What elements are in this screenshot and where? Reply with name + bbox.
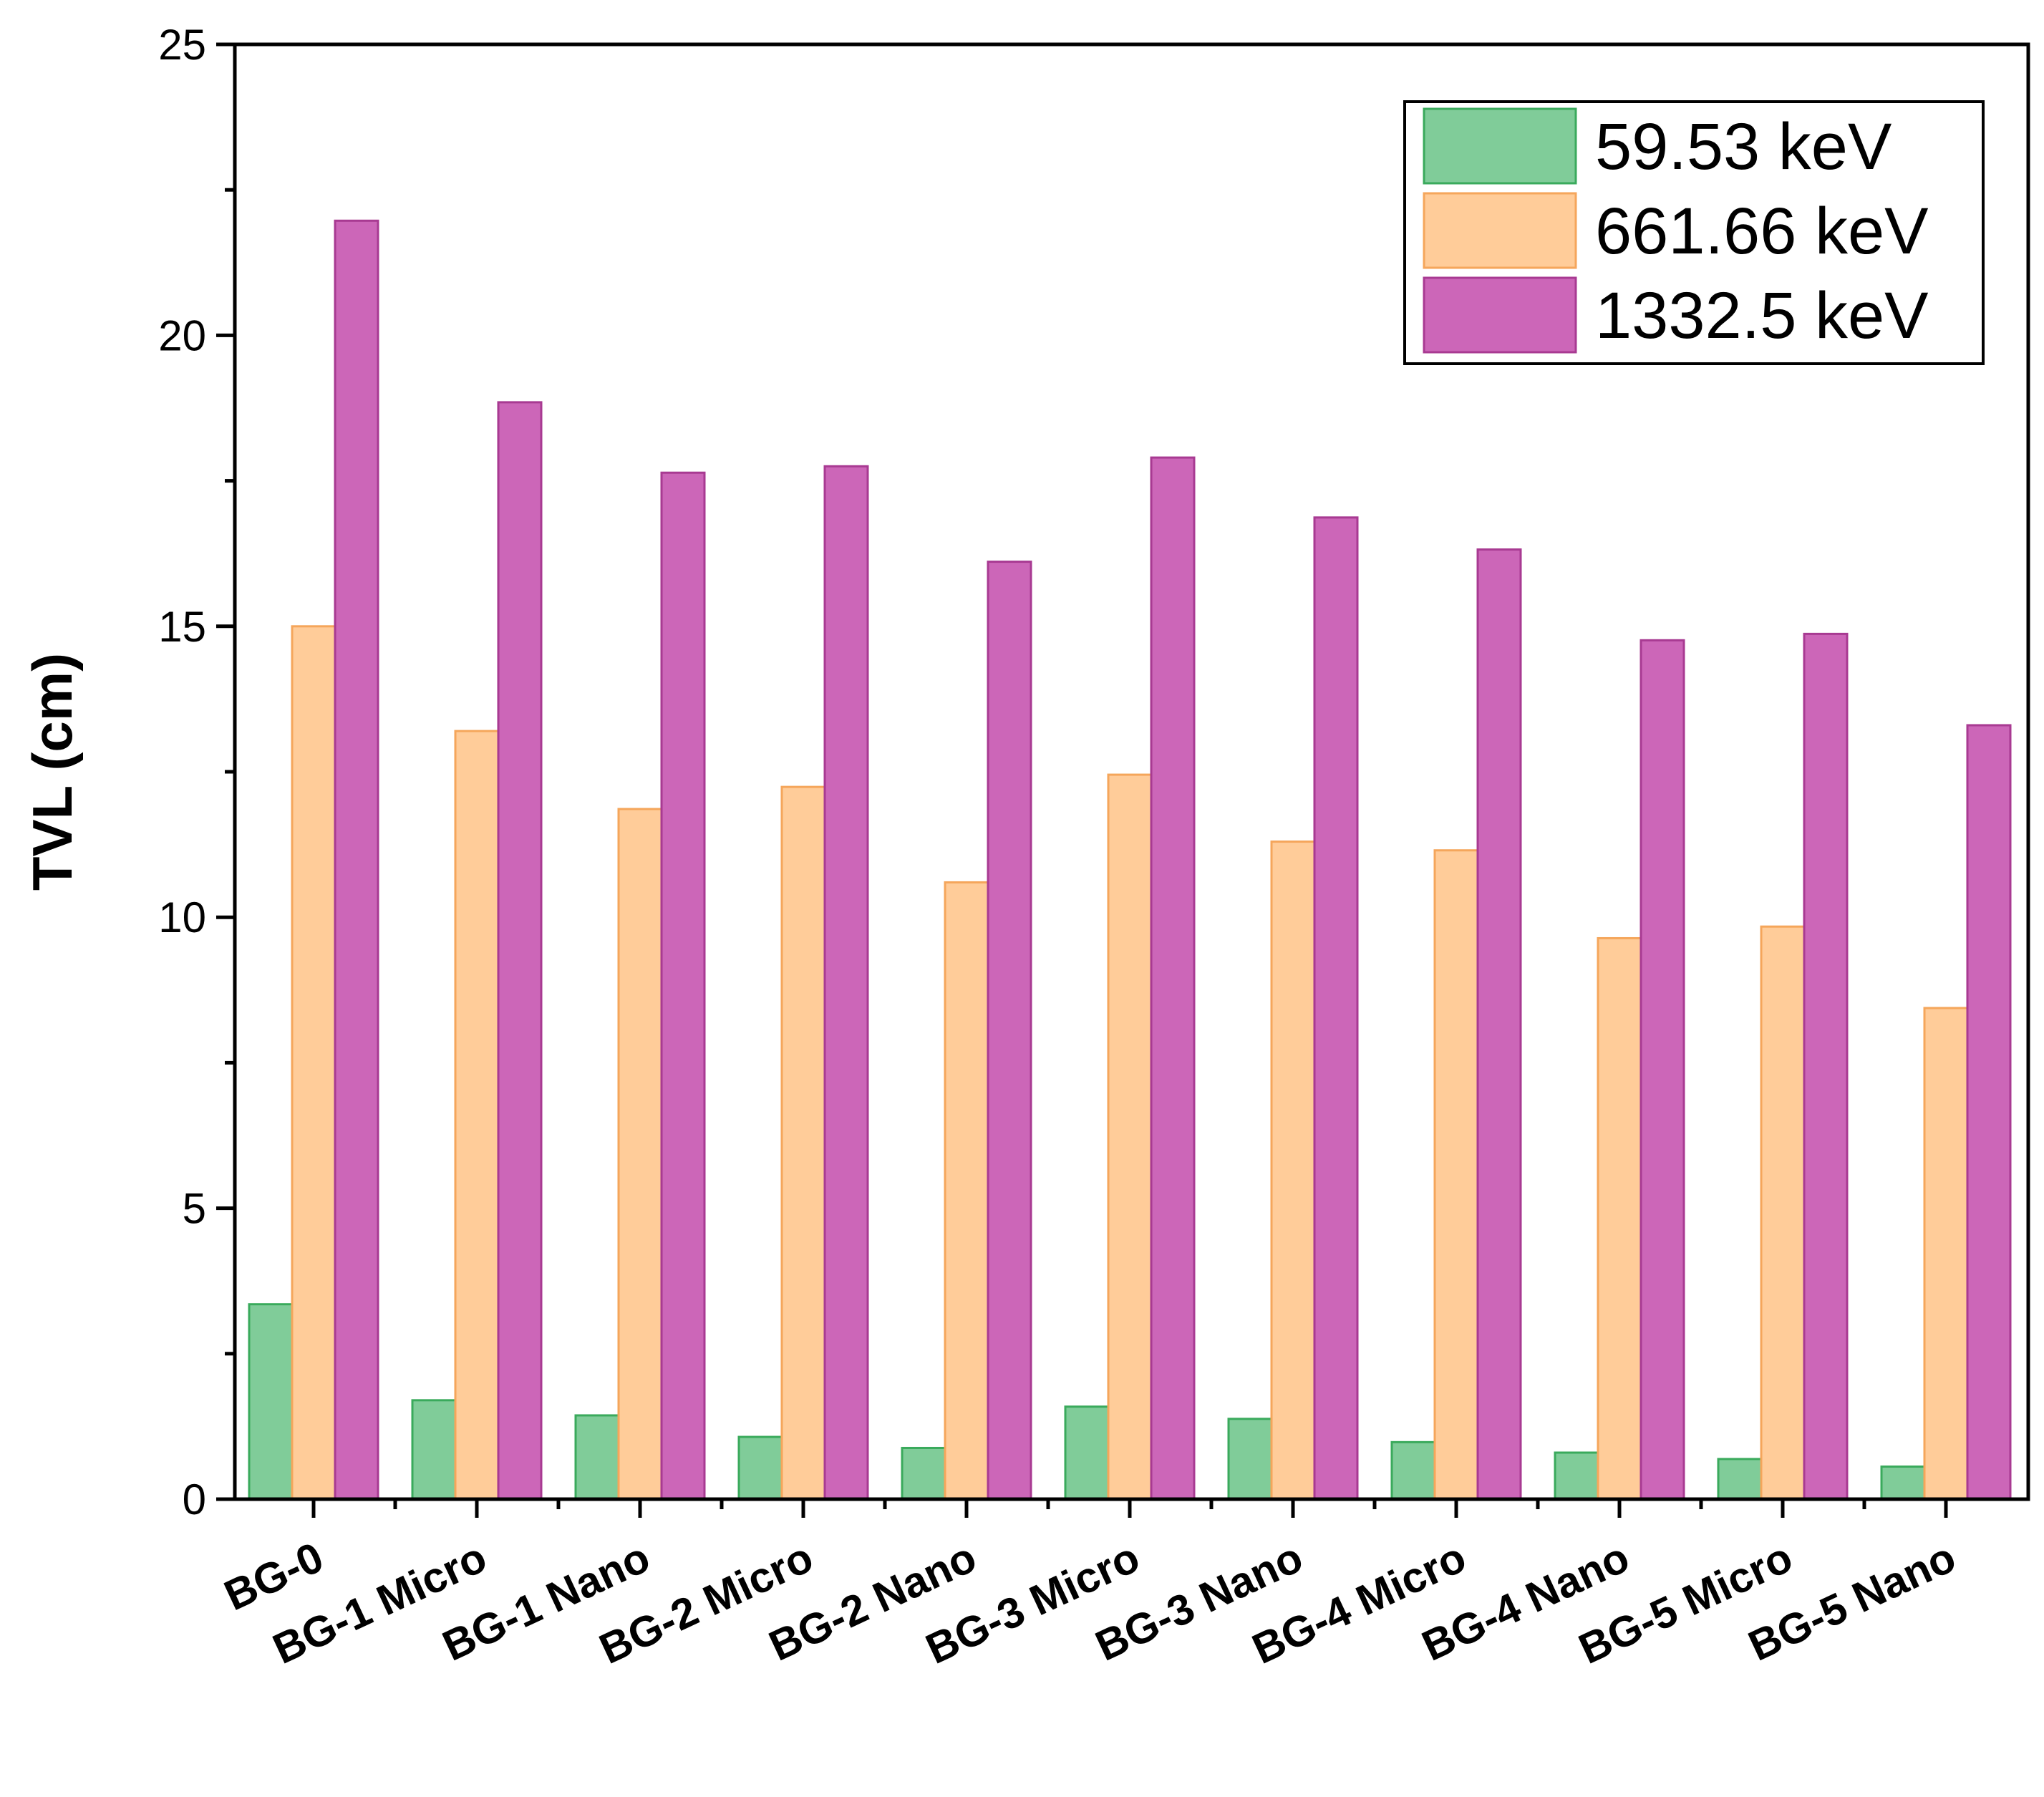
legend-label: 59.53 keV	[1595, 110, 1892, 183]
legend-label: 661.66 keV	[1595, 195, 1928, 268]
bar-bg-2-nano-series-3	[987, 561, 1032, 1501]
y-tick-label: 25	[158, 21, 206, 69]
y-axis-title: TVL (cm)	[21, 653, 84, 891]
y-tick-label: 0	[183, 1476, 206, 1524]
legend: 59.53 keV 661.66 keV 1332.5 keV	[1403, 100, 1985, 365]
y-tick-label: 15	[158, 603, 206, 651]
bar-bg-5-nano-series-2	[1923, 1007, 1969, 1501]
legend-swatch	[1423, 192, 1577, 269]
bar-bg-2-nano-series-2	[944, 881, 989, 1501]
bar-bg-0-series-3	[334, 219, 379, 1501]
bar-bg-1-nano-series-3	[660, 471, 706, 1501]
bar-bg-3-micro-series-2	[1107, 773, 1153, 1501]
bar-bg-5-micro-series-2	[1760, 925, 1806, 1501]
bar-bg-3-nano-series-3	[1313, 516, 1359, 1501]
legend-swatch	[1423, 276, 1577, 354]
bar-bg-4-micro-series-1	[1390, 1440, 1436, 1501]
bar-bg-4-nano-series-1	[1554, 1451, 1599, 1501]
bar-bg-4-nano-series-2	[1597, 936, 1642, 1501]
bar-bg-2-micro-series-3	[823, 465, 869, 1501]
bar-bg-3-micro-series-3	[1150, 456, 1196, 1501]
bar-bg-3-nano-series-2	[1270, 841, 1316, 1501]
bar-bg-2-micro-series-1	[737, 1435, 783, 1501]
bar-bg-3-micro-series-1	[1064, 1405, 1110, 1501]
bar-bg-1-micro-series-3	[497, 401, 543, 1501]
bars-layer	[248, 219, 2012, 1501]
bar-bg-5-micro-series-1	[1717, 1458, 1763, 1501]
legend-label: 1332.5 keV	[1595, 279, 1928, 352]
bar-bg-2-micro-series-2	[780, 785, 826, 1501]
bar-bg-5-nano-series-3	[1966, 724, 2012, 1501]
y-axis: 0 5 10 15 20 25	[158, 21, 235, 1524]
bar-bg-1-nano-series-2	[617, 808, 663, 1501]
bar-bg-3-nano-series-1	[1227, 1418, 1273, 1501]
y-tick-label: 5	[183, 1185, 206, 1233]
bar-bg-1-nano-series-1	[574, 1414, 620, 1501]
bar-bg-4-nano-series-3	[1639, 639, 1685, 1501]
bar-bg-4-micro-series-2	[1433, 849, 1479, 1501]
bar-bg-5-nano-series-1	[1880, 1465, 1926, 1501]
bar-bg-5-micro-series-3	[1803, 632, 1849, 1501]
bar-bg-0-series-2	[291, 625, 336, 1501]
legend-swatch	[1423, 107, 1577, 185]
bar-bg-4-micro-series-3	[1476, 548, 1522, 1501]
y-tick-label: 10	[158, 893, 206, 941]
bar-bg-0-series-1	[248, 1303, 294, 1501]
y-tick-label: 20	[158, 311, 206, 359]
bar-bg-2-nano-series-1	[901, 1446, 946, 1501]
bar-bg-1-micro-series-1	[411, 1399, 457, 1501]
bar-bg-1-micro-series-2	[454, 730, 500, 1501]
